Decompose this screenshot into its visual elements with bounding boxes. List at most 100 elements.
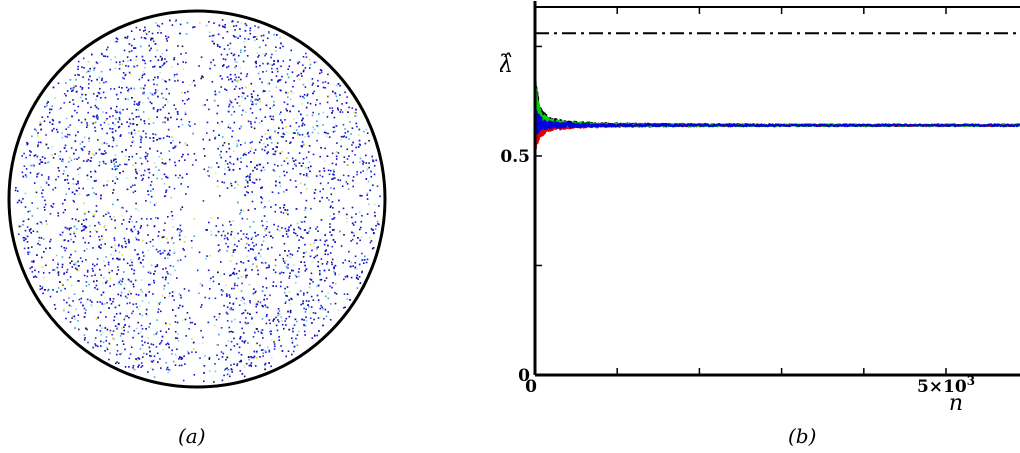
scatter-point: [148, 291, 150, 293]
scatter-point: [281, 121, 283, 124]
scatter-point: [128, 325, 131, 328]
scatter-point: [226, 250, 228, 252]
scatter-point: [317, 317, 320, 319]
scatter-point: [286, 74, 289, 76]
scatter-point: [273, 100, 275, 103]
scatter-point: [179, 238, 181, 241]
scatter-point: [262, 262, 265, 264]
scatter-point: [255, 103, 257, 105]
scatter-point: [202, 76, 204, 79]
scatter-point: [121, 215, 124, 217]
scatter-point: [120, 283, 122, 286]
scatter-point: [162, 252, 164, 254]
scatter-point: [18, 225, 21, 228]
scatter-point: [226, 293, 228, 295]
scatter-point: [289, 110, 291, 113]
scatter-point: [319, 269, 321, 272]
scatter-point: [158, 137, 161, 140]
scatter-point: [223, 48, 226, 50]
x-axis-label: n: [949, 391, 963, 416]
scatter-point: [174, 145, 177, 148]
scatter-point: [121, 340, 124, 342]
scatter-point: [211, 35, 214, 37]
scatter-point: [233, 268, 236, 270]
scatter-point: [285, 317, 288, 320]
scatter-point: [189, 321, 192, 324]
scatter-point: [134, 228, 137, 231]
scatter-point: [224, 58, 227, 61]
scatter-point: [224, 369, 226, 371]
scatter-point: [327, 96, 330, 99]
scatter-point: [61, 158, 64, 161]
scatter-point: [322, 188, 325, 190]
scatter-point: [136, 103, 138, 105]
scatter-point: [214, 363, 216, 365]
scatter-point: [180, 230, 183, 232]
scatter-point: [295, 186, 297, 188]
scatter-point: [65, 166, 67, 168]
scatter-point: [300, 261, 302, 263]
scatter-point: [72, 300, 74, 302]
scatter-point: [171, 291, 174, 293]
scatter-point: [244, 22, 247, 25]
scatter-point: [106, 132, 108, 135]
scatter-point: [62, 160, 64, 163]
scatter-point: [93, 154, 96, 156]
scatter-point: [264, 116, 266, 118]
scatter-point: [159, 108, 162, 111]
scatter-point: [186, 22, 189, 24]
scatter-point: [161, 178, 163, 180]
scatter-point: [316, 99, 318, 101]
scatter-point: [251, 95, 253, 98]
scatter-point: [153, 65, 156, 68]
scatter-point: [293, 160, 295, 163]
scatter-point: [356, 242, 358, 245]
scatter-point: [101, 235, 103, 237]
scatter-point: [351, 150, 354, 152]
scatter-point: [295, 129, 298, 131]
scatter-point: [150, 37, 153, 40]
scatter-point: [164, 322, 167, 324]
scatter-point: [125, 64, 127, 67]
scatter-point: [141, 74, 144, 77]
scatter-point: [95, 98, 97, 101]
scatter-point: [77, 260, 79, 263]
scatter-point: [235, 262, 238, 265]
scatter-point: [277, 309, 279, 312]
scatter-point: [270, 56, 272, 59]
scatter-point: [142, 251, 144, 254]
scatter-point: [243, 92, 245, 95]
scatter-point: [124, 283, 126, 285]
scatter-point: [188, 98, 190, 100]
scatter-point: [31, 246, 33, 248]
scatter-point: [124, 98, 127, 100]
scatter-point: [134, 162, 137, 164]
scatter-point: [287, 68, 289, 70]
scatter-point: [120, 91, 122, 94]
scatter-point: [150, 181, 153, 183]
scatter-point: [125, 163, 128, 166]
scatter-point: [128, 43, 131, 45]
scatter-point: [295, 208, 298, 210]
scatter-point: [150, 355, 152, 357]
scatter-point: [90, 304, 93, 306]
scatter-point: [70, 227, 72, 229]
scatter-point: [213, 315, 216, 318]
scatter-point: [359, 161, 361, 163]
tick-marks: [534, 7, 947, 376]
scatter-point: [368, 162, 370, 164]
scatter-point: [134, 279, 137, 282]
scatter-point: [266, 314, 268, 316]
scatter-point: [309, 317, 312, 319]
scatter-point: [298, 125, 300, 128]
scatter-point: [249, 121, 252, 123]
scatter-point: [178, 293, 181, 295]
scatter-point: [106, 117, 108, 120]
scatter-point: [326, 197, 328, 199]
scatter-point: [157, 59, 160, 61]
scatter-point: [207, 170, 209, 172]
scatter-point: [206, 255, 208, 257]
scatter-point: [302, 294, 305, 296]
scatter-point: [181, 176, 184, 179]
scatter-point: [154, 270, 156, 273]
